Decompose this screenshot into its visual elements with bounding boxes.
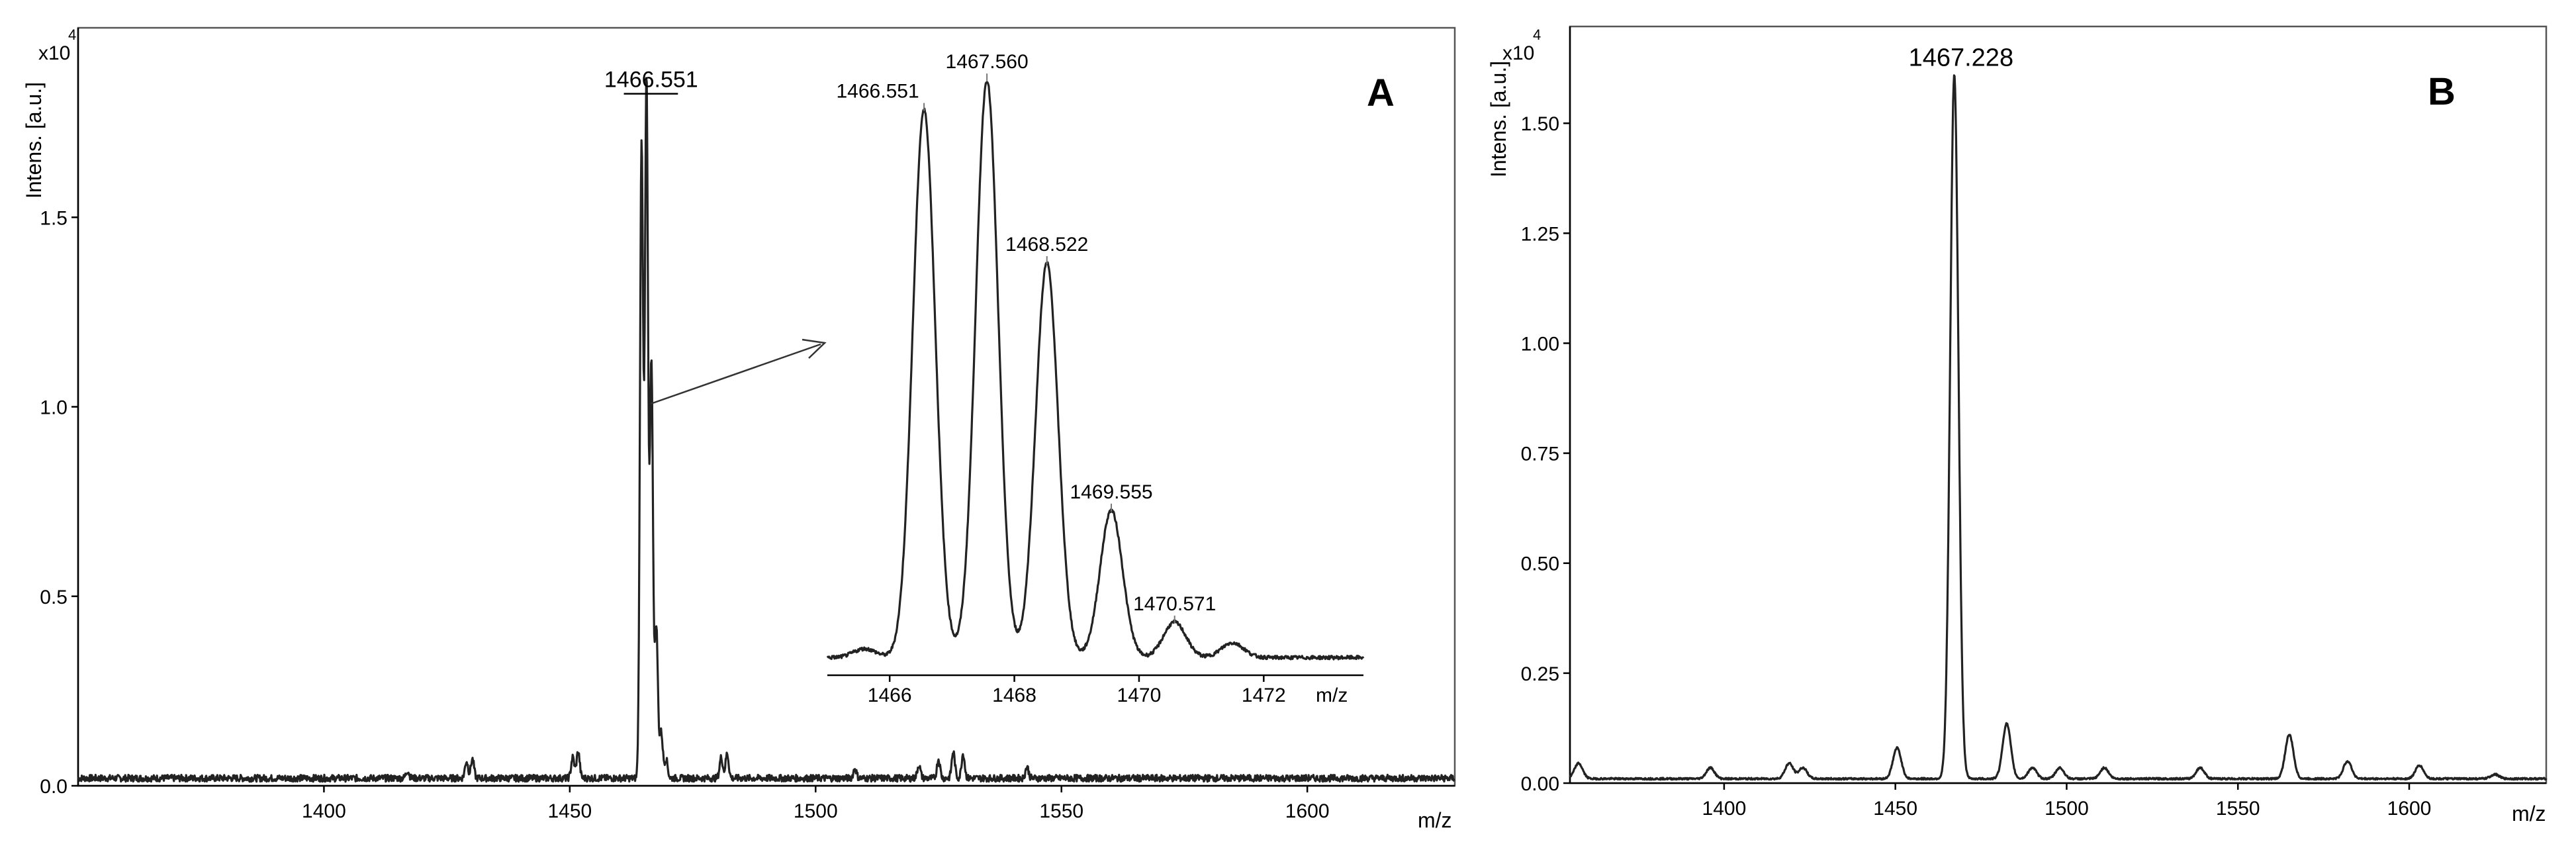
- panel-a-x-tick-label: 1500: [794, 800, 838, 822]
- inset-peak-label: 1466.551: [837, 81, 919, 103]
- panel-b-x-axis-title: m/z: [2512, 802, 2546, 826]
- panel-b-y-exponent: 4: [1533, 26, 1541, 43]
- panel-b-x-tick-label: 1500: [2045, 798, 2089, 820]
- inset-x-axis-title: m/z: [1316, 685, 1348, 706]
- panel-b-y-multiplier: x10: [1502, 42, 1534, 64]
- panel-b-y-tick-label: 1.50: [1521, 113, 1559, 135]
- inset-peak-labels: 1466.551 1467.560 1468.522 1469.555 1470.571: [837, 51, 1216, 624]
- panel-a: Intens. [a.u.] x10 4 m/z 0.0 0.5 1.0 1.5 14…: [22, 26, 1456, 832]
- panel-b-peak-label: 1467.228: [1909, 44, 2014, 72]
- panel-b-y-axis-title: Intens. [a.u.]: [1487, 61, 1510, 177]
- panel-b-y-tick-label: 0.75: [1521, 444, 1559, 465]
- panel-a-x-axis-title: m/z: [1418, 808, 1452, 832]
- panel-a-y-axis-title: Intens. [a.u.]: [22, 82, 46, 199]
- panel-a-y-tick-label: 0.5: [40, 587, 68, 608]
- inset-peak-label: 1470.571: [1133, 593, 1216, 615]
- panel-b-letter: B: [2428, 70, 2456, 113]
- panel-a-peak-label: 1466.551: [604, 68, 698, 93]
- panel-a-y-tick-label: 1.5: [40, 207, 68, 229]
- inset-x-tick-label: 1468: [992, 685, 1036, 706]
- panel-a-spectrum-trace: [77, 77, 1455, 783]
- inset-x-tick-label: 1472: [1242, 685, 1286, 706]
- panel-b-x-tick-label: 1550: [2216, 798, 2260, 820]
- panel-b-x-tick-label: 1450: [1873, 798, 1917, 820]
- panel-b-y-tick-label: 0.25: [1521, 663, 1559, 685]
- zoom-arrow: [650, 343, 821, 405]
- panel-b-spectrum-trace: [1569, 74, 2548, 781]
- panel-b-x-tick-label: 1400: [1702, 798, 1747, 820]
- panel-a-x-ticks: 1400 1450 1500 1550 1600: [302, 786, 1330, 822]
- inset-x-ticks: 1466 1468 1470 1472: [868, 675, 1286, 706]
- panel-a-y-exponent: 4: [68, 26, 76, 43]
- panel-a-y-ticks: 0.0 0.5 1.0 1.5: [40, 207, 78, 798]
- inset-peak-label: 1467.560: [946, 51, 1029, 73]
- panel-b-x-tick-label: 1600: [2387, 798, 2432, 820]
- inset-spectrum-trace: [826, 81, 1365, 661]
- panel-b-y-tick-label: 0.00: [1521, 773, 1559, 795]
- panel-a-x-tick-label: 1600: [1285, 800, 1330, 822]
- inset-x-tick-label: 1466: [868, 685, 912, 706]
- panel-a-y-multiplier: x10: [38, 42, 70, 64]
- panel-a-x-tick-label: 1450: [547, 800, 592, 822]
- panel-a-plot-frame: [77, 26, 1456, 787]
- panel-a-letter: A: [1367, 71, 1395, 115]
- panel-b-x-ticks: 1400 1450 1500 1550 1600: [1702, 783, 2432, 820]
- panel-b-y-tick-label: 0.50: [1521, 553, 1559, 575]
- panel-a-x-tick-label: 1550: [1039, 800, 1083, 822]
- panel-b-plot-frame: [1569, 25, 2548, 784]
- panel-b-y-tick-label: 1.00: [1521, 333, 1559, 355]
- panel-a-y-tick-label: 1.0: [40, 397, 68, 419]
- inset-x-tick-label: 1470: [1117, 685, 1162, 706]
- panel-a-y-tick-label: 0.0: [40, 776, 68, 798]
- inset-peak-label: 1469.555: [1070, 481, 1152, 503]
- inset-peak-label: 1468.522: [1005, 234, 1088, 256]
- panel-b-y-ticks: 0.00 0.25 0.50 0.75 1.00 1.25 1.50: [1521, 113, 1570, 795]
- panel-b-y-tick-label: 1.25: [1521, 223, 1559, 245]
- panel-a-x-tick-label: 1400: [302, 800, 346, 822]
- zoom-arrow-head: [802, 338, 827, 359]
- panel-a-inset: 1466 1468 1470 1472 m/z 1466.5511467.560146…: [826, 51, 1365, 706]
- panel-b: Intens. [a.u.] x10 4 m/z 0.00 0.25 0.50 0.7…: [1487, 25, 2548, 826]
